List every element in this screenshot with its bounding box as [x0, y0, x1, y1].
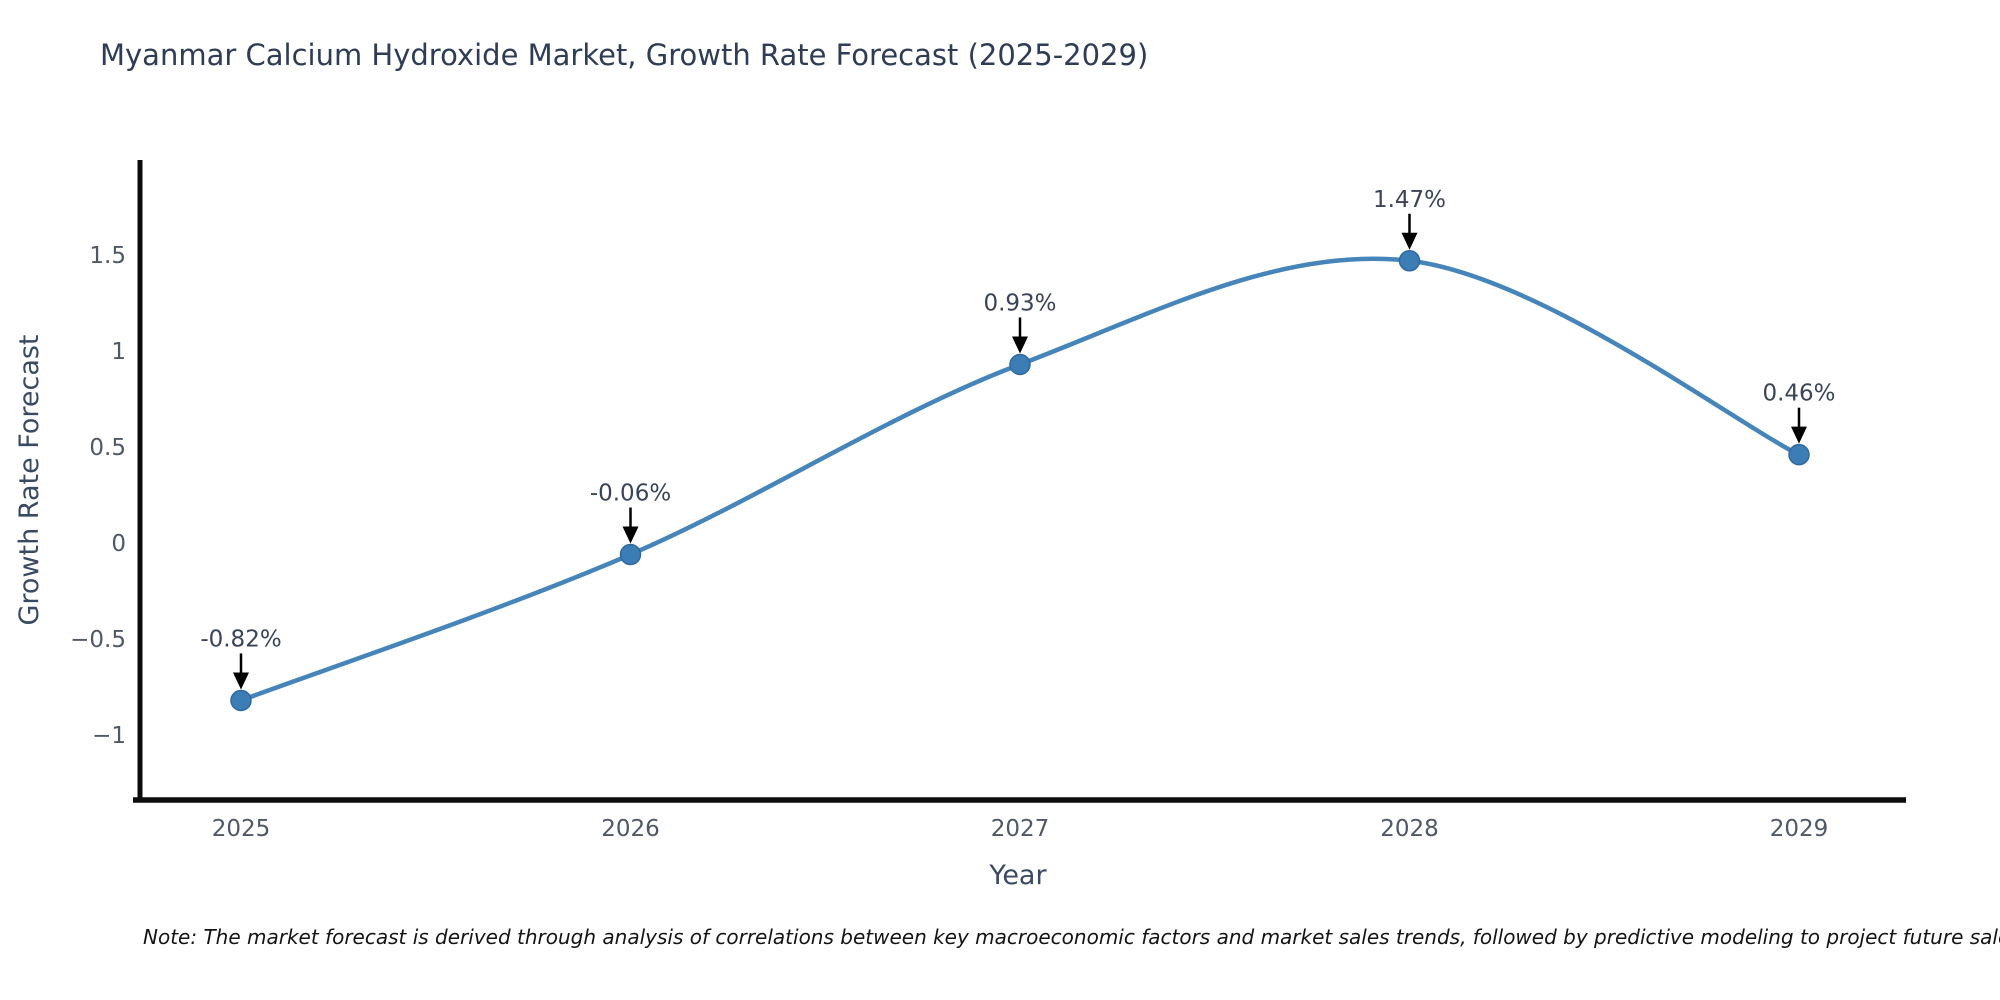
- y-tick-label: −0.5: [70, 627, 126, 653]
- y-tick-label: 0: [111, 531, 126, 557]
- data-point: [230, 689, 252, 712]
- y-tick-label: −1: [92, 723, 126, 749]
- annotation-arrowhead: [233, 672, 249, 690]
- data-point: [1788, 443, 1810, 466]
- annotation-arrowhead: [622, 526, 639, 544]
- x-tick-label: 2028: [1380, 816, 1439, 842]
- y-axis-title: Growth Rate Forecast: [14, 334, 45, 625]
- annotation-arrowhead: [1401, 232, 1418, 250]
- x-axis-title: Year: [988, 860, 1047, 891]
- annotation-arrowhead: [1012, 336, 1028, 354]
- data-point: [1398, 250, 1421, 272]
- chart-title: Myanmar Calcium Hydroxide Market, Growth…: [100, 38, 1149, 72]
- point-value-label: 0.93%: [983, 290, 1056, 316]
- point-value-label: 1.47%: [1373, 187, 1446, 213]
- x-tick-label: 2025: [212, 816, 271, 842]
- y-tick-label: 1.5: [89, 243, 126, 269]
- point-value-label: -0.06%: [590, 481, 671, 507]
- x-tick-label: 2029: [1770, 816, 1829, 842]
- point-value-label: 0.46%: [1762, 381, 1835, 407]
- x-tick-label: 2027: [991, 816, 1050, 842]
- x-tick-label: 2026: [601, 816, 660, 842]
- y-tick-label: 0.5: [89, 435, 126, 461]
- annotation-arrowhead: [1791, 426, 1807, 444]
- y-tick-label: 1: [111, 339, 126, 365]
- data-point: [619, 543, 642, 566]
- footnote: Note: The market forecast is derived thr…: [143, 925, 2000, 949]
- data-point: [1009, 353, 1031, 376]
- point-value-label: -0.82%: [200, 626, 281, 652]
